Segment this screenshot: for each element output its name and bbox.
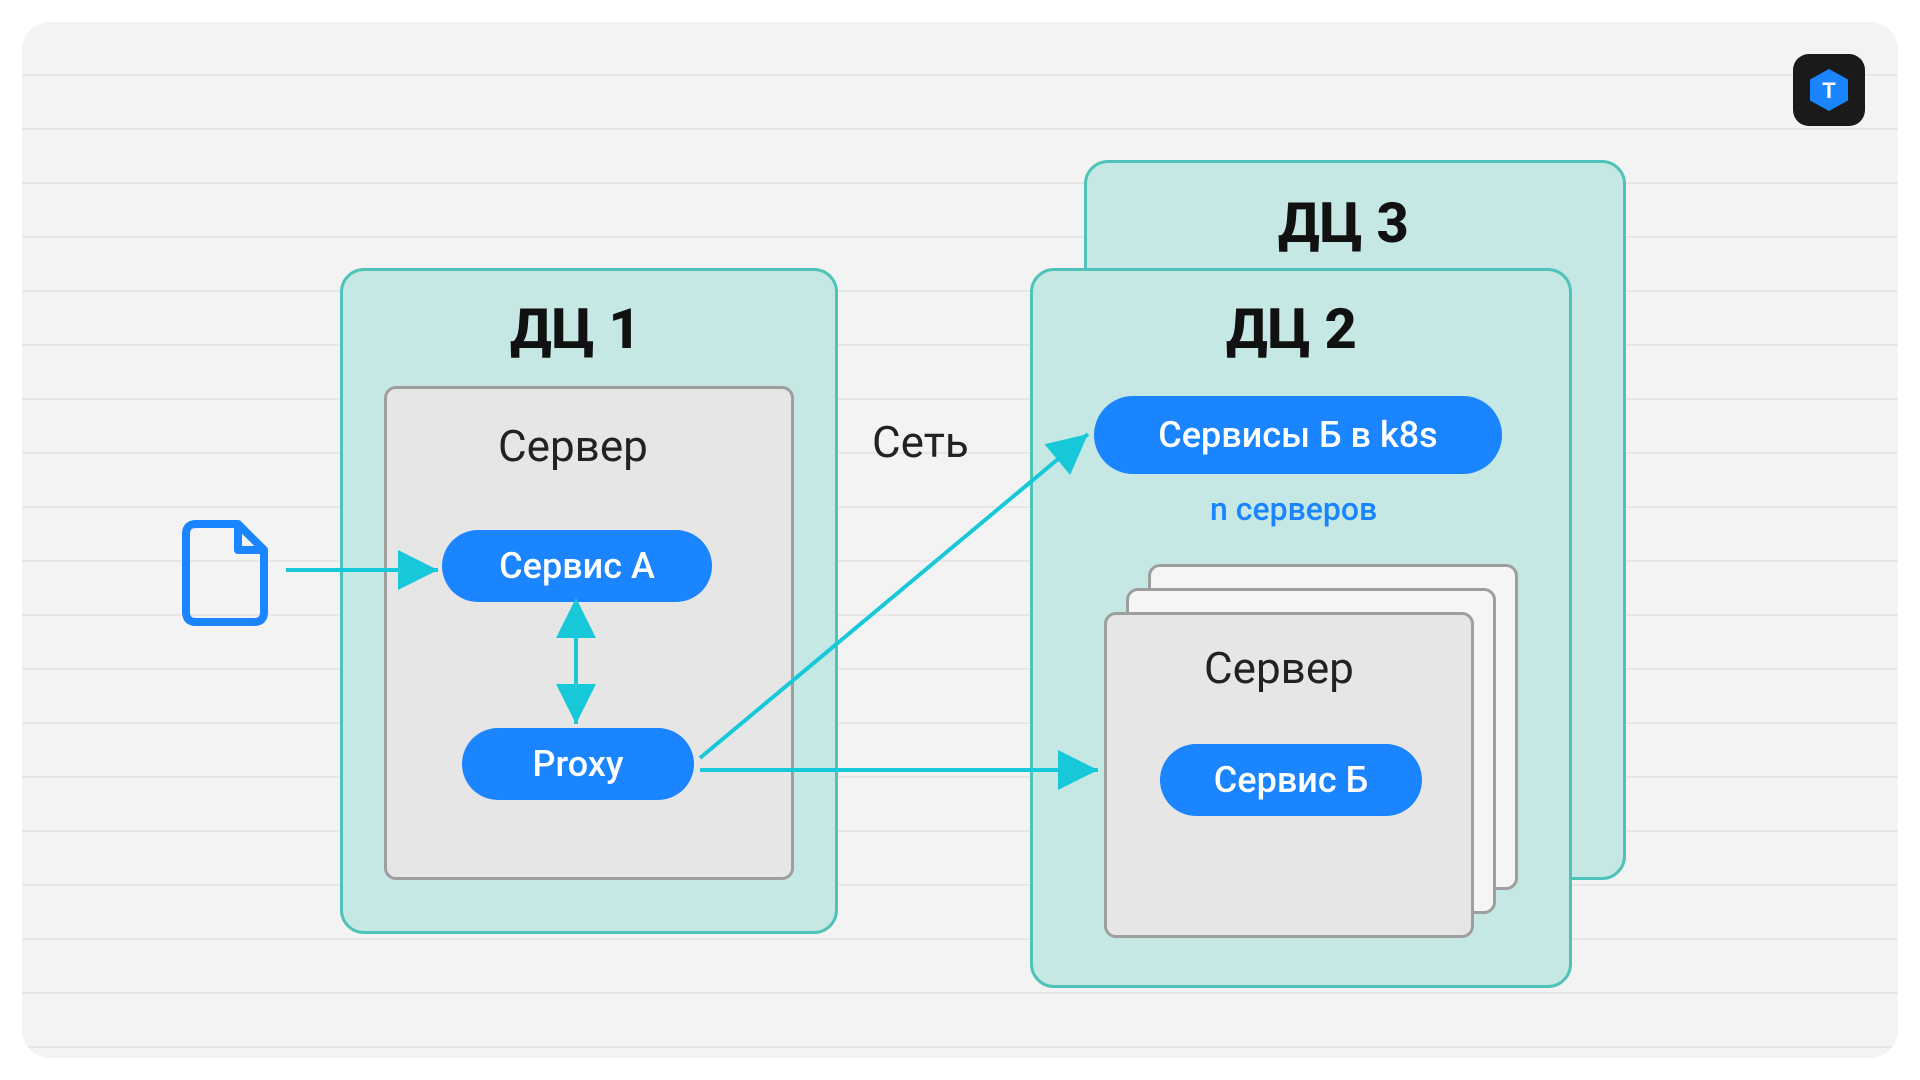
service-a-pill: Сервис А <box>442 530 712 602</box>
n-servers-note: n серверов <box>1210 490 1377 528</box>
network-label: Сеть <box>872 416 969 468</box>
service-a-label: Сервис А <box>499 545 655 587</box>
proxy-label: Proxy <box>532 743 623 785</box>
dc2-server-label: Сервер <box>1204 642 1354 694</box>
k8s-services-pill: Сервисы Б в k8s <box>1094 396 1502 474</box>
diagram-canvas: Т ДЦ 3 ДЦ 2 Сервисы Б в k8s n серверов С… <box>0 0 1920 1080</box>
dc2-title: ДЦ 2 <box>1226 296 1357 362</box>
svg-text:Т: Т <box>1822 78 1836 103</box>
service-b-pill: Сервис Б <box>1160 744 1422 816</box>
dc1-server-label: Сервер <box>498 420 648 472</box>
proxy-pill: Proxy <box>462 728 694 800</box>
file-icon <box>182 520 268 626</box>
dc3-title: ДЦ 3 <box>1278 190 1409 256</box>
hexagon-logo-icon: Т <box>1805 66 1853 114</box>
dc1-title: ДЦ 1 <box>510 296 641 362</box>
k8s-services-label: Сервисы Б в k8s <box>1158 414 1437 456</box>
brand-badge: Т <box>1793 54 1865 126</box>
service-b-label: Сервис Б <box>1214 759 1368 801</box>
